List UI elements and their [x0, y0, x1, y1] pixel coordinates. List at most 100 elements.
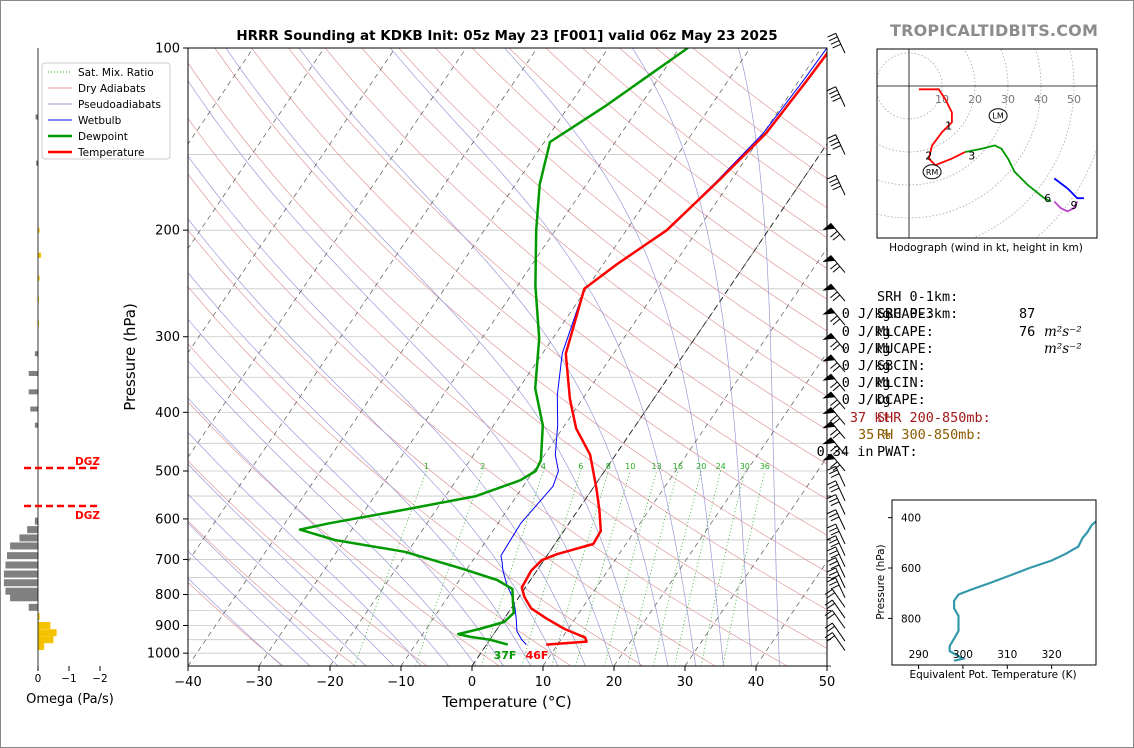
barb-feather [832, 266, 841, 273]
barb-feather [829, 36, 838, 42]
isotherm-line [542, 247, 827, 666]
barb-feather [827, 465, 836, 471]
isotherm-line [188, 48, 538, 563]
barb-flag [822, 406, 836, 415]
omega-bars [3, 114, 57, 651]
theta-e-y-tick-label: 600 [901, 563, 921, 575]
hodograph-caption: Hodograph (wind in kt, height in km) [889, 242, 1083, 254]
barb-feather [827, 592, 835, 599]
barb-feather [829, 178, 838, 184]
barb-feather [830, 501, 840, 507]
mixing-ratio-label: 1 [424, 462, 429, 471]
hodograph-segment [918, 88, 966, 167]
stat-row: SBCAPE: 0 J/kg [842, 306, 934, 323]
hodograph-trace [918, 88, 1084, 213]
stat-label: SRH 0-1km: [877, 289, 959, 306]
barb-feather [830, 340, 838, 348]
pseudoadiabat-line [188, 463, 394, 666]
skewt-plot: HRRR Sounding at KDKB Init: 05z May 23 [… [41, 28, 846, 711]
x-tick-label: 30 [677, 675, 694, 690]
barb-feather [824, 609, 833, 616]
site-watermark: TROPICALTIDBITS.COM [890, 21, 1099, 40]
wind-barb [822, 332, 846, 351]
omega-bar [38, 227, 40, 233]
storm-motion-label: LM [992, 112, 1003, 121]
hodograph-ring-label: 40 [1034, 93, 1048, 106]
mixing-ratio-line [674, 470, 722, 666]
wind-barb [827, 174, 846, 196]
wind-barb [827, 577, 846, 599]
isotherm-line [613, 352, 827, 666]
barb-flag [822, 354, 836, 362]
barb-feather [832, 145, 841, 150]
theta-e-x-tick-label: 310 [997, 649, 1017, 661]
stat-row: MUCAPE: 0 J/kg [842, 341, 934, 358]
wind-barb [822, 222, 846, 241]
profile-series [298, 48, 827, 646]
wind-barb [822, 354, 846, 373]
stat-value: 0 J/kg [841, 340, 891, 357]
stat-row: PWAT: 0.34 in [817, 444, 918, 461]
barb-feather [830, 553, 840, 559]
y-tick-label: 600 [155, 512, 180, 527]
barb-feather [829, 469, 838, 475]
dry-adiabat-line [398, 48, 827, 397]
pseudoadiabat-line [188, 80, 614, 666]
barb-feather [827, 535, 836, 540]
hodograph-segment [1053, 177, 1084, 200]
mixing-ratio-line [700, 470, 746, 666]
omega-panel: DGZ DGZ 0 −1 −2 Omega (Pa/s) [3, 48, 114, 707]
dry-adiabat-line [188, 520, 356, 666]
pseudoadiabat-line [632, 48, 752, 666]
isotherm-line [400, 48, 822, 666]
mixing-ratio-label: 13 [651, 462, 661, 471]
omega-tick-label: −1 [61, 673, 76, 685]
barb-feather [829, 538, 838, 544]
barb-feather [832, 448, 841, 455]
temperature-axis-ticks: −40 −30 −20 −10 0 10 20 30 40 50 [174, 666, 835, 690]
x-tick-label: −40 [174, 675, 201, 690]
barb-feather [832, 402, 841, 410]
wind-barb [827, 32, 846, 54]
mixing-ratio-lines [354, 470, 766, 666]
dry-adiabat-line [251, 48, 827, 536]
dgz-top-label: DGZ [75, 456, 100, 468]
theta-e-line [948, 519, 1096, 662]
surface-temperature-label: 46F [526, 649, 549, 662]
theta-e-panel: 290 300 310 320 400 600 800 Pressure (hPa) Equ… [875, 499, 1097, 681]
y-tick-label: 1000 [147, 647, 180, 662]
wind-barb [827, 523, 846, 545]
mixing-ratio-label: 2 [480, 462, 485, 471]
barb-feather [827, 613, 835, 620]
y-tick-label: 400 [155, 406, 180, 421]
barb-feather [830, 141, 840, 147]
barb-feather [827, 523, 836, 529]
barb-feather [832, 294, 841, 302]
dry-adiabat-line [188, 173, 788, 666]
dewpoint-line [298, 48, 689, 646]
wind-barb [822, 255, 846, 273]
barb-feather [829, 89, 838, 95]
hodograph-ring-label: 30 [1001, 93, 1015, 106]
wind-barb [827, 465, 846, 487]
omega-bar [30, 406, 38, 412]
y-tick-label: 700 [155, 553, 180, 568]
stat-unit: m²s⁻² [1044, 323, 1082, 340]
y-tick-label: 300 [155, 330, 180, 345]
legend-label: Temperature [77, 147, 145, 159]
omega-bar [28, 389, 38, 395]
x-tick-label: −10 [387, 675, 414, 690]
barb-feather [824, 622, 833, 629]
omega-bar [34, 517, 38, 525]
barb-flag [822, 307, 836, 315]
pseudoadiabat-line [188, 493, 367, 666]
barb-feather [824, 588, 833, 595]
barb-feather [827, 567, 836, 573]
legend-label: Dry Adiabats [78, 83, 146, 95]
x-axis-label: Temperature (°C) [441, 693, 571, 711]
wind-barb [822, 283, 846, 302]
barb-feather [827, 635, 835, 642]
theta-e-x-label: Equivalent Pot. Temperature (K) [909, 669, 1076, 681]
barb-staff [831, 610, 846, 629]
stat-label: RH 300-850mb: [877, 426, 983, 443]
